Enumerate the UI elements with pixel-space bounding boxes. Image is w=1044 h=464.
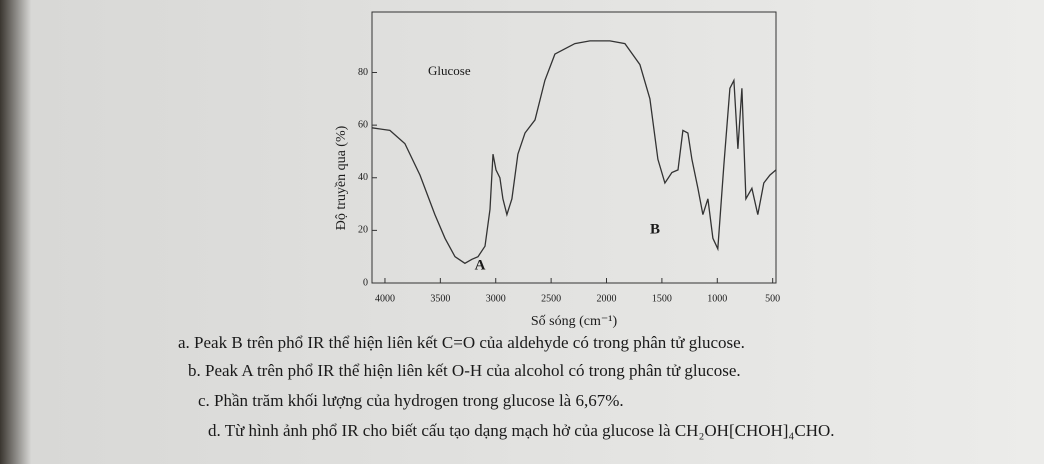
x-tick-label: 2500 bbox=[541, 293, 561, 304]
y-tick-label: 20 bbox=[358, 225, 368, 236]
x-tick-label: 1500 bbox=[652, 293, 672, 304]
y-tick-label: 60 bbox=[358, 119, 368, 130]
peak-label: A bbox=[475, 257, 486, 273]
chart-title: Glucose bbox=[428, 63, 471, 78]
x-axis-label: Số sóng (cm⁻¹) bbox=[531, 314, 618, 329]
spectrum-line bbox=[371, 40, 777, 265]
x-tick-label: 2000 bbox=[597, 293, 617, 304]
plot-frame bbox=[371, 11, 777, 284]
x-tick-label: 4000 bbox=[375, 293, 395, 304]
y-tick-label: 0 bbox=[363, 277, 368, 288]
y-tick-label: 80 bbox=[358, 67, 368, 78]
y-tick-label: 40 bbox=[358, 172, 368, 183]
statement: b. Peak A trên phổ IR thể hiện liên kết … bbox=[188, 361, 741, 380]
x-tick-label: 3500 bbox=[430, 293, 450, 304]
x-tick-label: 1000 bbox=[707, 293, 727, 304]
statement: d. Từ hình ảnh phổ IR cho biết cấu tạo d… bbox=[208, 421, 835, 440]
x-tick-label: 3000 bbox=[486, 293, 506, 304]
statement: c. Phần trăm khối lượng của hydrogen tro… bbox=[198, 391, 624, 410]
x-tick-label: 500 bbox=[765, 293, 780, 304]
statement: a. Peak B trên phổ IR thể hiện liên kết … bbox=[178, 333, 745, 352]
peak-label: B bbox=[650, 221, 660, 237]
y-axis-label: Độ truyền qua (%) bbox=[334, 125, 349, 230]
